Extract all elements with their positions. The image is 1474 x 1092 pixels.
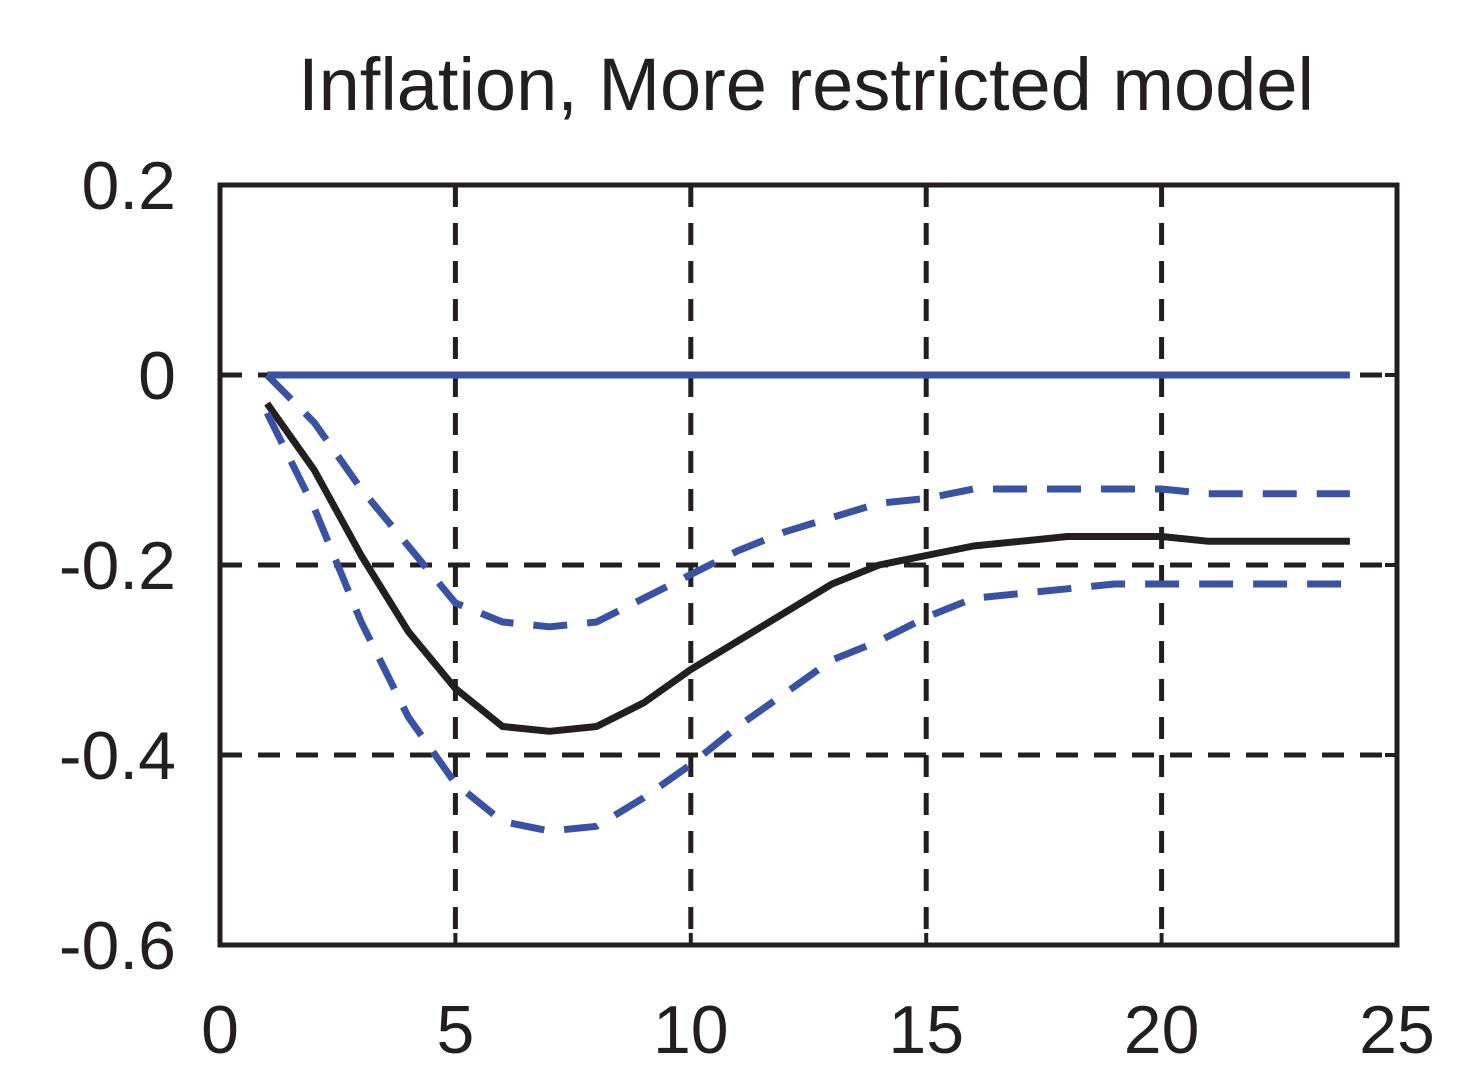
x-tick-label-5: 25 [1359,992,1435,1068]
x-tick-label-2: 10 [653,992,729,1068]
x-tick-label-0: 0 [201,992,239,1068]
x-tick-label-1: 5 [436,992,474,1068]
chart-title: Inflation, More restricted model [298,43,1314,126]
x-tick-label-3: 15 [888,992,964,1068]
series-layer [263,371,1350,835]
y-tick-label-2: -0.2 [59,528,176,604]
grid-layer [220,185,1397,945]
series-line-2 [263,411,1350,835]
y-tick-label-0: -0.6 [59,908,176,984]
x-tick-label-4: 20 [1124,992,1200,1068]
y-tick-label-4: 0.2 [81,148,176,224]
series-line-1 [264,372,1350,631]
y-tick-label-1: -0.4 [59,718,176,794]
series-line-0 [264,401,1350,735]
y-tick-label-3: 0 [138,338,176,414]
tick-layer: 0 5 10 15 20 25 -0.6 -0.4 -0.2 0 0.2 [59,148,1435,1068]
